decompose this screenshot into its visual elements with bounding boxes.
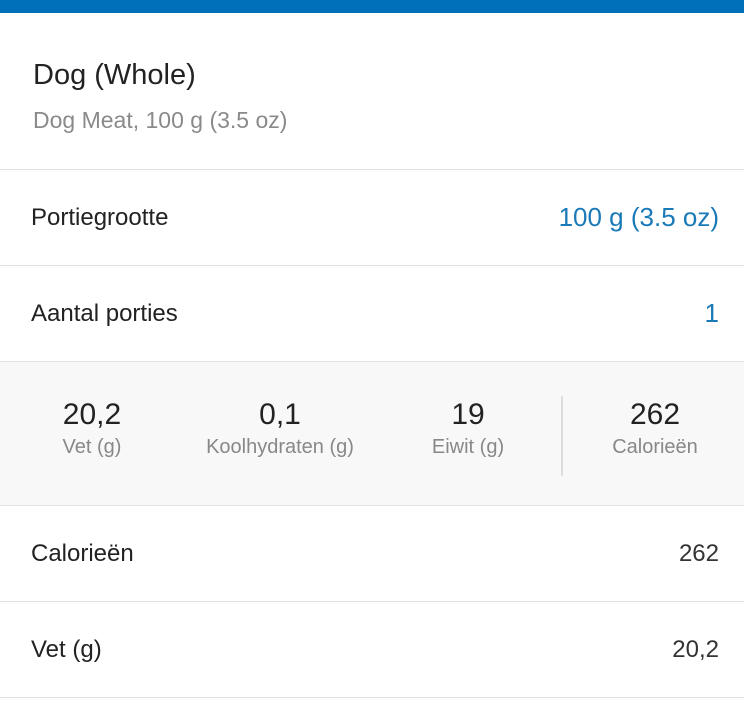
serving-size-row[interactable]: Portiegrootte 100 g (3.5 oz): [0, 170, 744, 266]
servings-value[interactable]: 1: [704, 298, 719, 328]
nutrient-row-calories: Calorieën 262: [0, 506, 744, 602]
nutrient-value: 20,2: [672, 635, 719, 663]
top-bar: [0, 0, 744, 13]
food-header: Dog (Whole) Dog Meat, 100 g (3.5 oz): [0, 13, 744, 170]
serving-size-value[interactable]: 100 g (3.5 oz): [558, 202, 719, 232]
macro-divider: [561, 396, 563, 476]
servings-row[interactable]: Aantal porties 1: [0, 266, 744, 362]
macro-protein: 19 Eiwit (g): [410, 398, 526, 460]
food-title: Dog (Whole): [33, 59, 196, 91]
nutrient-value: 262: [678, 539, 719, 567]
macro-label: Vet (g): [62, 436, 122, 458]
food-subtitle: Dog Meat, 100 g (3.5 oz): [33, 107, 288, 133]
macro-value: 20,2: [62, 398, 122, 431]
macro-label: Eiwit (g): [431, 436, 505, 458]
nutrient-label: Vet (g): [31, 635, 102, 663]
nutrient-row-fat: Vet (g) 20,2: [0, 602, 744, 698]
macro-value: 19: [451, 398, 485, 431]
macro-summary: 20,2 Vet (g) 0,1 Koolhydraten (g) 19 Eiw…: [0, 362, 744, 506]
macro-value: 262: [629, 398, 681, 431]
macro-label: Calorieën: [612, 436, 698, 458]
macro-carbs: 0,1 Koolhydraten (g): [180, 398, 380, 460]
macro-calories: 262 Calorieën: [590, 398, 720, 460]
servings-label: Aantal porties: [31, 299, 178, 327]
macro-value: 0,1: [259, 398, 301, 431]
macro-fat: 20,2 Vet (g): [40, 398, 144, 460]
macro-label: Koolhydraten (g): [206, 436, 354, 458]
nutrient-label: Calorieën: [31, 539, 134, 567]
serving-size-label: Portiegrootte: [31, 203, 169, 231]
